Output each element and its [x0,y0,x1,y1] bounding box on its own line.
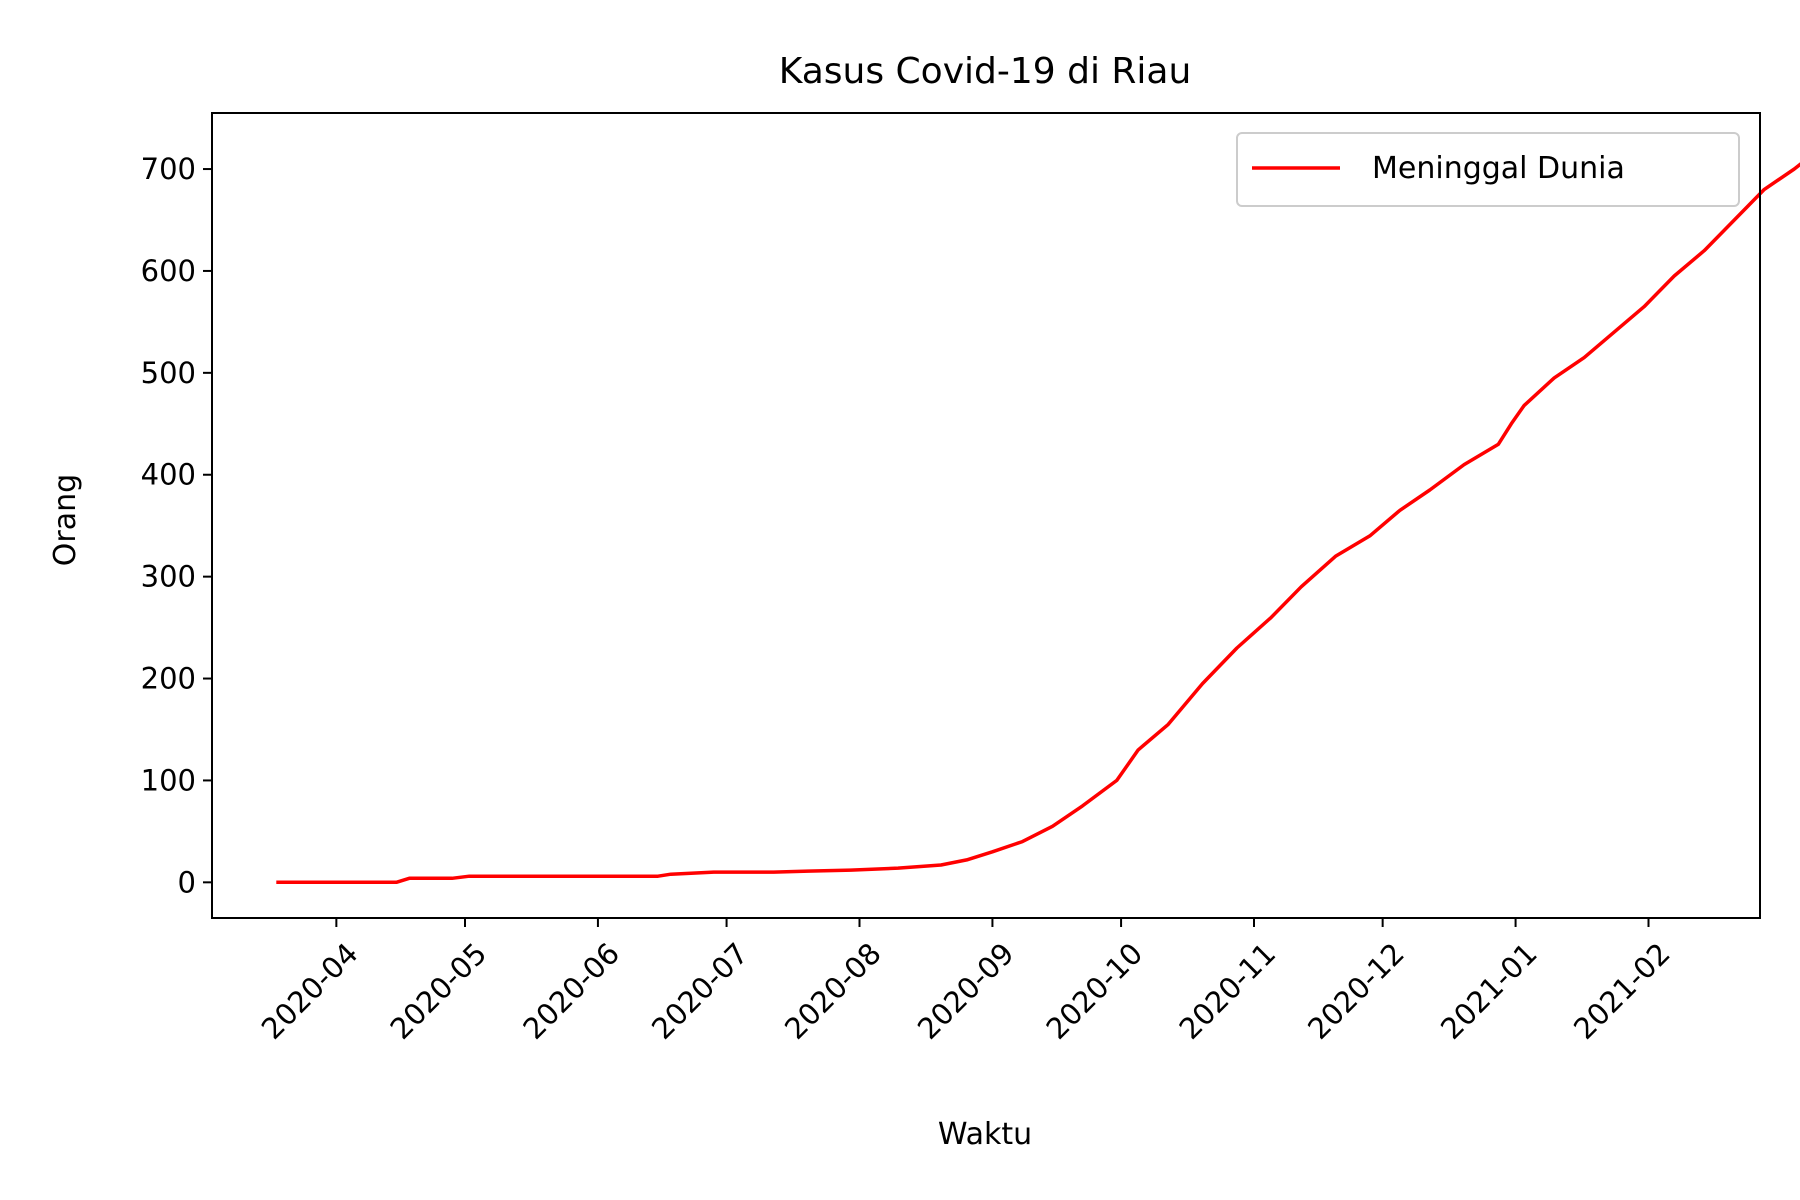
y-tick-label: 700 [141,152,196,186]
legend: Meninggal Dunia [1236,132,1740,207]
x-tick-label: 2020-10 [1040,936,1150,1046]
x-tick-label: 2020-07 [645,936,755,1046]
x-tick-label: 2020-08 [778,936,888,1046]
y-tick-label: 500 [141,356,196,390]
y-tick-label: 0 [178,865,196,899]
x-tick-label: 2020-09 [911,936,1021,1046]
y-tick-label: 300 [141,560,196,594]
y-tick-label: 400 [141,458,196,492]
x-tick-label: 2020-05 [383,936,493,1046]
x-axis: 2020-04 2020-05 2020-06 2020-07 2020-08 2020-… [255,918,1677,1046]
y-tick-label: 100 [141,763,196,797]
y-axis-label: Orang [48,474,83,566]
y-axis: 0 100 200 300 400 500 600 700 [141,152,212,899]
x-tick-label: 2020-04 [255,936,365,1046]
axes-frame [211,112,1761,919]
x-tick-label: 2020-12 [1301,936,1411,1046]
x-tick-label: 2020-06 [516,936,626,1046]
x-tick-label: 2021-02 [1567,936,1677,1046]
x-tick-label: 2020-11 [1173,936,1283,1046]
y-tick-label: 600 [141,254,196,288]
x-axis-label: Waktu [938,1117,1032,1152]
legend-label: Meninggal Dunia [1372,151,1625,186]
x-tick-label: 2021-01 [1434,936,1544,1046]
legend-box [1236,132,1740,207]
chart-title: Kasus Covid-19 di Riau [779,51,1192,92]
y-tick-label: 200 [141,662,196,696]
series-line-0 [276,162,1800,885]
plot-area [276,162,1800,885]
